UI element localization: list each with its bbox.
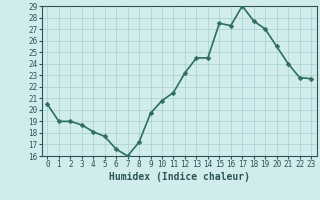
X-axis label: Humidex (Indice chaleur): Humidex (Indice chaleur) (109, 172, 250, 182)
